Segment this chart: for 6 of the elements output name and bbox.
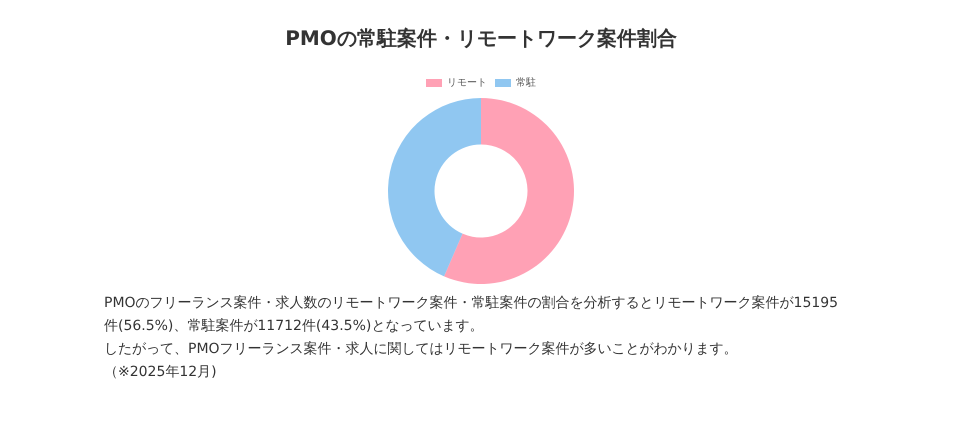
text: PMOのフリーランス案件・求人数のリモートワーク案件・常駐案件の割合を分析するとリモートワーク案件が15195件(56.5%)、常駐案件が11712件(43.5%)となっています。 xyxy=(104,294,840,336)
chart-title: PMOの常駐案件・リモートワーク案件割合 xyxy=(285,26,677,50)
text: （※2025年12月) xyxy=(104,363,218,382)
text: したがって、PMOフリーランス案件・求人に関してはリモートワーク案件が多いことがわかります。 xyxy=(104,340,739,359)
legend-label: 常駐 xyxy=(516,76,536,89)
legend-label: リモート xyxy=(447,78,487,89)
